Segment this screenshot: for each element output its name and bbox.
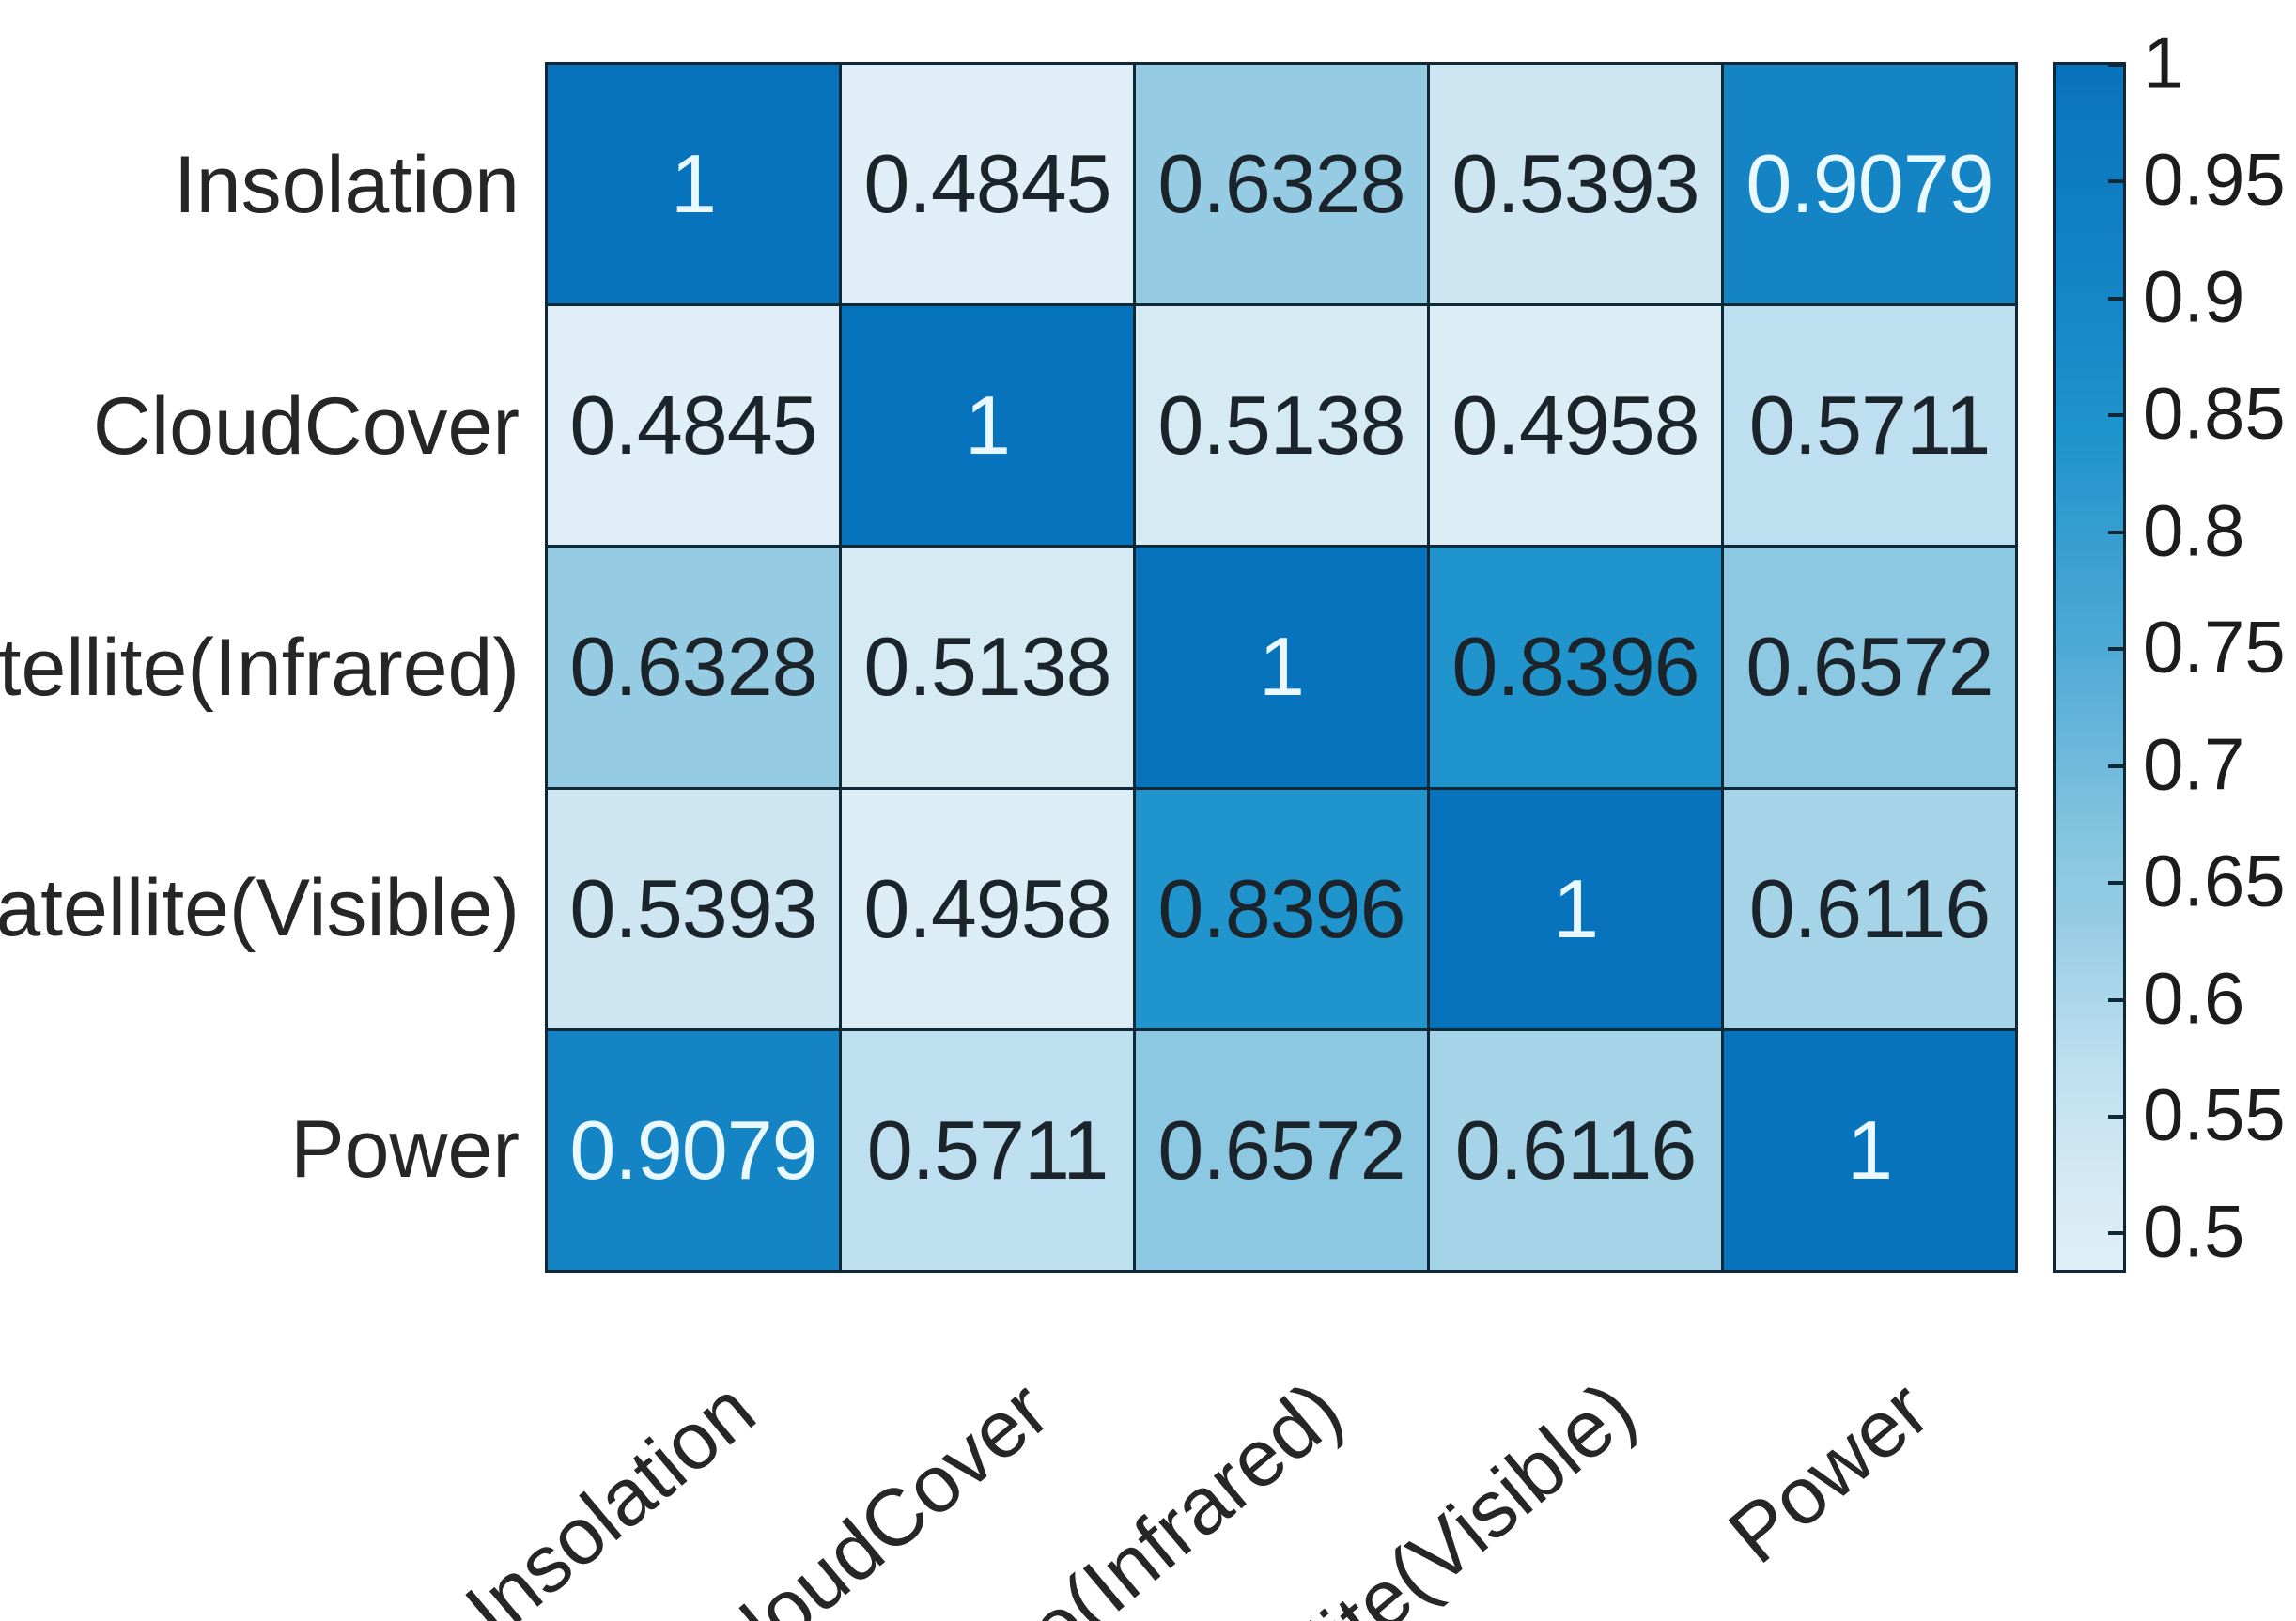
heatmap-cell: 0.4845 <box>548 306 839 546</box>
colorbar-tick-mark <box>2108 881 2123 886</box>
heatmap-matrix: 1 0.4845 0.6328 0.5393 0.9079 0.4845 1 0.5138 0.… <box>545 62 2018 1273</box>
colorbar-tick-label: 0.55 <box>2143 1073 2286 1156</box>
colorbar-tick-label: 0.5 <box>2143 1190 2245 1274</box>
heatmap-cell: 0.5138 <box>842 548 1133 787</box>
heatmap-cell: 0.6572 <box>1724 548 2015 787</box>
colorbar-tick-mark <box>2108 296 2123 301</box>
heatmap-cell: 0.8396 <box>1136 789 1427 1028</box>
heatmap-cell: 1 <box>1136 548 1427 787</box>
heatmap-cell: 0.6116 <box>1430 1030 1721 1270</box>
heatmap-cell: 0.5393 <box>1430 65 1721 304</box>
y-axis-label: Power <box>290 1104 520 1195</box>
heatmap-cell: 0.6328 <box>548 548 839 787</box>
colorbar-tick-mark <box>2108 179 2123 184</box>
y-axis-label: Satellite(Infrared) <box>0 622 520 713</box>
heatmap-cell: 0.6328 <box>1136 65 1427 304</box>
y-axis-label: Satellite(Visible) <box>0 863 520 954</box>
y-axis-label: CloudCover <box>92 380 520 471</box>
heatmap-cell: 1 <box>842 306 1133 546</box>
colorbar-tick-mark <box>2108 764 2123 768</box>
colorbar-gradient <box>2053 62 2126 1273</box>
heatmap-cell: 0.6572 <box>1136 1030 1427 1270</box>
colorbar-tick-mark <box>2108 530 2123 534</box>
colorbar-tick-mark <box>2108 647 2123 652</box>
x-axis-label: Insolation <box>448 1364 772 1621</box>
colorbar-tick-label: 0.6 <box>2143 956 2245 1040</box>
colorbar-tick-label: 0.8 <box>2143 488 2245 572</box>
heatmap-cell: 1 <box>548 65 839 304</box>
heatmap-cell: 0.4958 <box>1430 306 1721 546</box>
heatmap-cell: 0.4958 <box>842 789 1133 1028</box>
colorbar-tick-mark <box>2108 413 2123 418</box>
heatmap-cell: 0.4845 <box>842 65 1133 304</box>
heatmap-cell: 0.5138 <box>1136 306 1427 546</box>
colorbar-tick-label: 0.75 <box>2143 605 2286 688</box>
heatmap-cell: 0.9079 <box>548 1030 839 1270</box>
colorbar-tick-label: 1 <box>2143 21 2184 104</box>
y-axis-label: Insolation <box>173 140 520 231</box>
colorbar-tick-label: 0.85 <box>2143 371 2286 455</box>
heatmap-cell: 0.9079 <box>1724 65 2015 304</box>
colorbar-tick-label: 0.95 <box>2143 138 2286 222</box>
heatmap-cell: 0.8396 <box>1430 548 1721 787</box>
colorbar-tick-label: 0.65 <box>2143 839 2286 922</box>
x-axis-label: Power <box>1712 1364 1947 1581</box>
heatmap-cell: 1 <box>1724 1030 2015 1270</box>
heatmap-cell: 0.5711 <box>1724 306 2015 546</box>
colorbar-tick-mark <box>2108 1114 2123 1119</box>
heatmap-cell: 0.5711 <box>842 1030 1133 1270</box>
heatmap-cell: 0.6116 <box>1724 789 2015 1028</box>
colorbar-tick-mark <box>2108 1231 2123 1236</box>
heatmap-cell: 1 <box>1430 789 1721 1028</box>
heatmap-cell: 0.5393 <box>548 789 839 1028</box>
colorbar-tick-mark <box>2108 63 2123 67</box>
colorbar-tick-mark <box>2108 997 2123 1002</box>
colorbar-tick-label: 0.7 <box>2143 722 2245 806</box>
colorbar-tick-label: 0.9 <box>2143 255 2245 338</box>
